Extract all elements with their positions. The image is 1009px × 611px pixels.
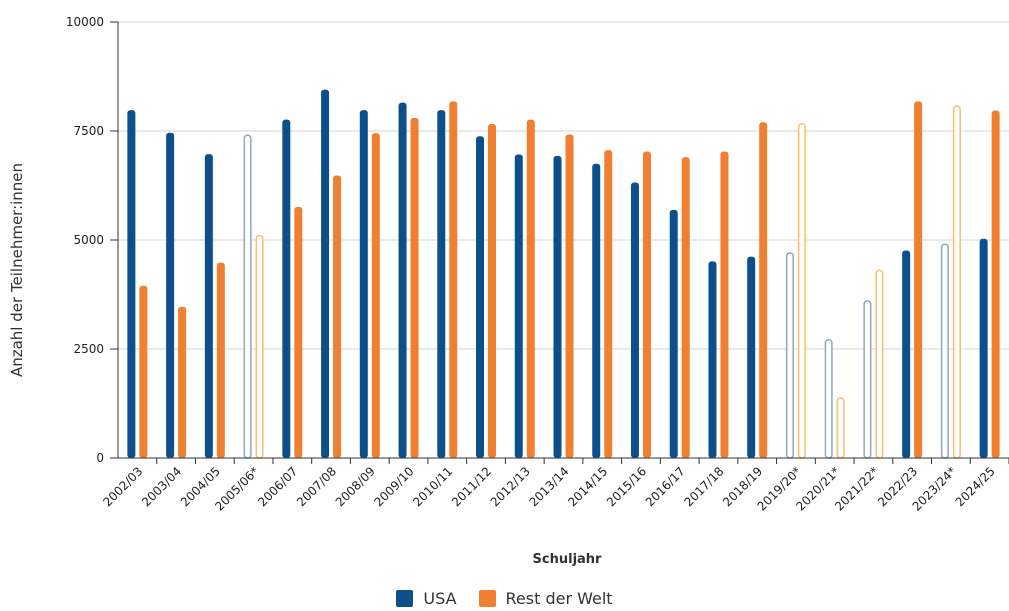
bar-usa-2009-10[interactable] (398, 102, 407, 458)
bar-usa-2004-05[interactable] (204, 154, 213, 458)
y-axis-title: Anzahl der Teilnehmer:innen (8, 163, 26, 377)
bar-usa-2005-06-[interactable] (243, 134, 252, 459)
bar-usa-2013-14[interactable] (553, 155, 562, 459)
x-tick-label: 2013/14 (526, 464, 571, 509)
y-tick-label: 10000 (66, 15, 104, 29)
bar-rest-2015-16[interactable] (642, 151, 651, 458)
y-tick-labels: 0 2500 5000 7500 10000 (66, 15, 118, 465)
x-tick-label: 2017/18 (681, 464, 726, 509)
bar-rest-2020-21-[interactable] (836, 397, 845, 459)
bar-rest-2014-15[interactable] (604, 150, 613, 458)
x-tick-label: 2003/04 (139, 464, 184, 509)
x-tick-label: 2006/07 (255, 464, 300, 509)
x-tick-labels: 2002/032003/042004/052005/06*2006/072007… (100, 464, 997, 513)
legend-swatch-rest (478, 590, 496, 607)
x-tick-label: 2002/03 (100, 464, 145, 509)
bar-rest-2021-22-[interactable] (875, 269, 884, 459)
bar-rest-2012-13[interactable] (526, 119, 535, 458)
y-tick-label: 2500 (73, 342, 104, 356)
bar-usa-2022-23[interactable] (902, 250, 911, 458)
bar-rest-2004-05[interactable] (216, 262, 225, 458)
legend-item-usa[interactable]: USA (396, 589, 457, 608)
x-tick-label: 2010/11 (410, 464, 455, 509)
bar-usa-2019-20-[interactable] (785, 252, 794, 459)
bar-usa-2023-24-[interactable] (940, 243, 949, 459)
y-tick-label: 7500 (73, 124, 104, 138)
x-tick-label: 2015/16 (604, 464, 649, 509)
x-tick-label: 2024/25 (953, 464, 998, 509)
bars (127, 89, 1000, 459)
bar-usa-2012-13[interactable] (514, 154, 523, 458)
x-tick-label: 2007/08 (294, 464, 339, 509)
legend-label-usa: USA (423, 589, 457, 608)
bar-usa-2020-21-[interactable] (824, 338, 833, 459)
x-tick-label: 2014/15 (565, 464, 610, 509)
bar-usa-2015-16[interactable] (630, 182, 639, 458)
bar-rest-2024-25[interactable] (991, 110, 1000, 459)
legend-swatch-usa (396, 590, 414, 607)
x-tick-label: 2009/10 (372, 464, 417, 509)
x-tick-label: 2016/17 (643, 464, 688, 509)
bar-usa-2021-22-[interactable] (863, 300, 872, 459)
y-tick-label: 5000 (73, 233, 104, 247)
gridlines (118, 21, 1009, 350)
bar-usa-2016-17[interactable] (669, 209, 678, 458)
bar-usa-2003-04[interactable] (166, 132, 175, 458)
bar-rest-2007-08[interactable] (333, 175, 342, 459)
legend: USA Rest der Welt (0, 589, 1009, 608)
bar-rest-2011-12[interactable] (488, 124, 497, 459)
y-tick-label: 0 (96, 451, 104, 465)
bar-usa-2006-07[interactable] (282, 119, 291, 458)
bar-rest-2013-14[interactable] (565, 134, 574, 458)
axes (117, 22, 1009, 464)
bar-rest-2017-18[interactable] (720, 151, 729, 458)
bar-rest-2023-24-[interactable] (952, 105, 961, 459)
bar-rest-2009-10[interactable] (410, 117, 419, 459)
bar-rest-2018-19[interactable] (759, 122, 768, 458)
bar-usa-2011-12[interactable] (476, 136, 485, 458)
legend-label-rest: Rest der Welt (505, 589, 613, 608)
bar-usa-2008-09[interactable] (359, 110, 368, 459)
bar-usa-2014-15[interactable] (592, 163, 601, 458)
bar-usa-2018-19[interactable] (747, 256, 756, 458)
bar-rest-2006-07[interactable] (294, 206, 303, 458)
bar-usa-2017-18[interactable] (708, 261, 717, 458)
bar-rest-2022-23[interactable] (914, 101, 923, 459)
bar-rest-2002-03[interactable] (139, 285, 148, 458)
legend-item-rest[interactable]: Rest der Welt (478, 589, 613, 608)
bar-usa-2002-03[interactable] (127, 110, 136, 459)
bar-rest-2010-11[interactable] (449, 101, 458, 459)
bar-usa-2007-08[interactable] (321, 89, 330, 458)
bar-usa-2024-25[interactable] (979, 238, 988, 458)
bar-rest-2008-09[interactable] (371, 133, 380, 458)
x-tick-label: 2008/09 (333, 464, 378, 509)
x-tick-label: 2011/12 (449, 464, 494, 509)
bar-rest-2016-17[interactable] (681, 157, 690, 458)
bar-rest-2003-04[interactable] (178, 306, 187, 458)
x-tick-label: 2012/13 (488, 464, 533, 509)
bar-usa-2010-11[interactable] (437, 110, 446, 459)
bar-rest-2005-06-[interactable] (255, 234, 264, 459)
bar-rest-2019-20-[interactable] (797, 123, 806, 459)
x-axis-title: Schuljahr (533, 552, 603, 567)
